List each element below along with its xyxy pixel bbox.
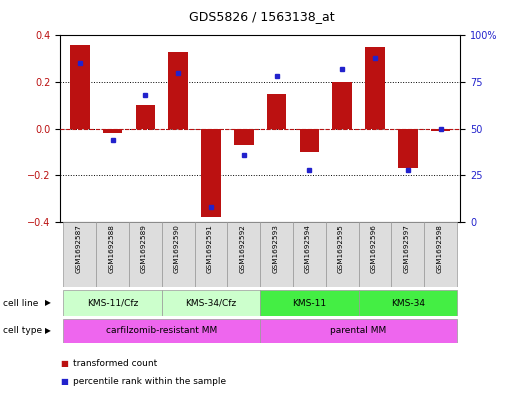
Bar xyxy=(168,52,188,129)
Text: ▶: ▶ xyxy=(46,327,51,335)
Bar xyxy=(332,82,352,129)
Text: GDS5826 / 1563138_at: GDS5826 / 1563138_at xyxy=(189,10,334,23)
Text: GSM1692589: GSM1692589 xyxy=(141,224,147,273)
Text: percentile rank within the sample: percentile rank within the sample xyxy=(73,377,226,386)
Bar xyxy=(359,222,391,287)
Bar xyxy=(162,290,260,316)
Text: GSM1692590: GSM1692590 xyxy=(174,224,180,273)
Text: KMS-34: KMS-34 xyxy=(391,299,425,307)
Bar xyxy=(267,94,287,129)
Bar xyxy=(201,129,221,217)
Text: ▶: ▶ xyxy=(46,299,51,307)
Bar xyxy=(63,222,96,287)
Text: GSM1692597: GSM1692597 xyxy=(403,224,410,273)
Bar xyxy=(431,129,450,131)
Bar xyxy=(365,47,385,129)
Text: GSM1692598: GSM1692598 xyxy=(436,224,442,273)
Bar xyxy=(195,222,228,287)
Text: GSM1692595: GSM1692595 xyxy=(338,224,344,273)
Text: KMS-11/Cfz: KMS-11/Cfz xyxy=(87,299,138,307)
Bar xyxy=(260,222,293,287)
Bar xyxy=(300,129,319,152)
Bar xyxy=(135,105,155,129)
Bar xyxy=(260,290,359,316)
Text: cell type: cell type xyxy=(3,327,42,335)
Bar xyxy=(96,222,129,287)
Text: KMS-34/Cfz: KMS-34/Cfz xyxy=(185,299,236,307)
Bar xyxy=(260,319,457,343)
Text: GSM1692592: GSM1692592 xyxy=(240,224,245,273)
Text: transformed count: transformed count xyxy=(73,360,157,368)
Bar xyxy=(424,222,457,287)
Text: GSM1692594: GSM1692594 xyxy=(305,224,311,273)
Bar xyxy=(70,45,89,129)
Bar xyxy=(391,222,424,287)
Bar xyxy=(398,129,417,168)
Bar xyxy=(326,222,359,287)
Text: GSM1692593: GSM1692593 xyxy=(272,224,278,273)
Text: GSM1692587: GSM1692587 xyxy=(75,224,82,273)
Text: GSM1692591: GSM1692591 xyxy=(207,224,213,273)
Text: KMS-11: KMS-11 xyxy=(292,299,326,307)
Bar xyxy=(162,222,195,287)
Bar xyxy=(359,290,457,316)
Text: ■: ■ xyxy=(60,377,68,386)
Text: GSM1692588: GSM1692588 xyxy=(108,224,114,273)
Bar xyxy=(234,129,254,145)
Bar xyxy=(293,222,326,287)
Bar xyxy=(129,222,162,287)
Text: ■: ■ xyxy=(60,360,68,368)
Bar xyxy=(63,319,260,343)
Text: carfilzomib-resistant MM: carfilzomib-resistant MM xyxy=(106,327,218,335)
Text: GSM1692596: GSM1692596 xyxy=(371,224,377,273)
Text: cell line: cell line xyxy=(3,299,38,307)
Bar xyxy=(103,129,122,133)
Bar xyxy=(63,290,162,316)
Bar xyxy=(228,222,260,287)
Text: parental MM: parental MM xyxy=(331,327,386,335)
